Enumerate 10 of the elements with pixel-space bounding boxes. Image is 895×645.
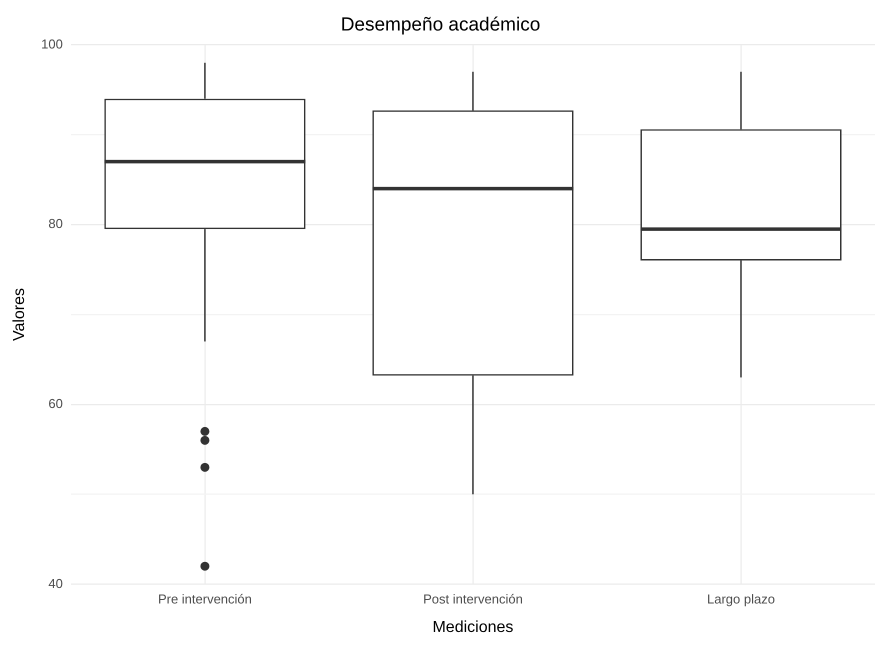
x-axis-title: Mediciones bbox=[432, 618, 514, 636]
y-tick-label: 80 bbox=[48, 216, 63, 232]
y-axis-title: Valores bbox=[11, 288, 28, 342]
y-tick-label: 100 bbox=[41, 36, 63, 52]
y-tick-label: 40 bbox=[48, 576, 63, 591]
chart-title: Desempeño académico bbox=[340, 14, 540, 36]
x-tick-label: Post intervención bbox=[423, 592, 523, 607]
x-tick-label: Largo plazo bbox=[707, 592, 775, 607]
y-tick-label: 60 bbox=[48, 396, 63, 411]
x-tick-label: Pre intervención bbox=[158, 592, 252, 607]
